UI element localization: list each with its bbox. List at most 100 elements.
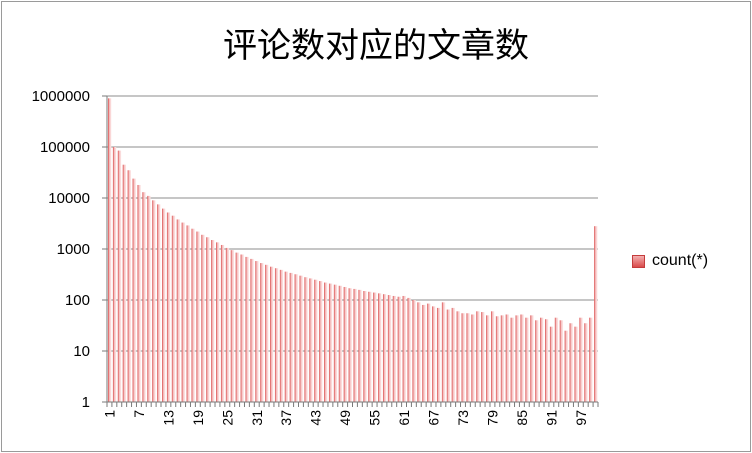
bar <box>245 256 249 402</box>
bar <box>122 164 127 402</box>
bar <box>505 314 510 402</box>
bars <box>108 98 598 403</box>
bar <box>417 302 421 402</box>
y-tick-label: 1 <box>82 394 90 411</box>
bar <box>358 289 362 402</box>
bar <box>353 288 357 402</box>
x-tick-label: 37 <box>278 410 294 426</box>
bar <box>525 317 529 402</box>
bar <box>201 234 205 402</box>
x-tick-label: 13 <box>160 410 176 426</box>
bar <box>569 323 573 402</box>
bar <box>520 314 524 402</box>
bar <box>436 307 441 402</box>
bar <box>176 219 181 402</box>
bar <box>265 264 269 402</box>
bar <box>402 295 406 402</box>
bar <box>456 311 460 402</box>
bar <box>407 297 411 402</box>
bar <box>368 291 372 402</box>
bar <box>338 285 343 402</box>
bar <box>235 252 239 402</box>
bar <box>392 295 397 402</box>
x-tick-label: 31 <box>249 410 265 426</box>
x-tick-label: 91 <box>543 410 559 426</box>
x-tick-label: 43 <box>308 410 324 426</box>
bar <box>304 277 308 402</box>
bar <box>324 282 328 402</box>
bar <box>476 311 480 402</box>
x-tick-label: 55 <box>367 410 383 426</box>
axes <box>102 95 599 407</box>
bar <box>240 254 244 402</box>
bar <box>432 306 436 402</box>
gridlines <box>107 95 598 352</box>
legend-swatch <box>632 254 645 268</box>
bar <box>382 294 387 402</box>
x-tick-label: 67 <box>426 410 442 426</box>
y-tick-label: 10000 <box>48 190 90 207</box>
bar <box>260 263 264 402</box>
bar <box>112 147 117 402</box>
bar <box>289 272 293 402</box>
bar <box>250 258 254 402</box>
bar <box>373 292 377 402</box>
bar <box>309 278 313 402</box>
bar <box>495 316 500 402</box>
y-tick-label: 10 <box>73 343 90 360</box>
y-tick-label: 100000 <box>40 139 90 156</box>
x-tick-labels: 1 7 13 19 25 31 37 43 49 55 61 67 73 79 85 91 97 <box>101 410 588 426</box>
bar <box>535 320 539 402</box>
x-tick-label: 61 <box>396 410 412 426</box>
x-tick-label: 49 <box>337 410 353 426</box>
bar <box>559 320 564 402</box>
bar <box>137 184 141 402</box>
bar <box>157 204 161 402</box>
x-tick-label: 19 <box>190 410 206 426</box>
legend: count(*) <box>632 252 708 270</box>
bar <box>579 317 583 402</box>
bar <box>270 266 274 402</box>
x-tick-label: 25 <box>219 410 235 426</box>
bar <box>466 313 470 402</box>
bar <box>387 295 392 402</box>
bar <box>181 222 185 402</box>
bar <box>481 312 485 402</box>
bar <box>274 268 279 402</box>
bar <box>294 274 298 402</box>
bar <box>589 317 593 402</box>
bar <box>319 281 323 402</box>
bar <box>427 303 431 402</box>
bar <box>206 237 210 402</box>
bar <box>549 326 554 402</box>
bar <box>220 244 225 402</box>
bar <box>441 302 446 402</box>
bar <box>314 279 318 402</box>
bar <box>230 250 235 402</box>
bar <box>279 269 284 402</box>
bar <box>299 275 303 402</box>
bar <box>186 225 190 402</box>
bar <box>510 317 514 402</box>
legend-label: count(*) <box>652 252 709 269</box>
bar <box>446 309 451 402</box>
x-tick-label: 73 <box>455 410 471 426</box>
y-tick-labels: 1 10 100 1000 10000 100000 1000000 <box>32 88 90 411</box>
bar <box>117 150 122 402</box>
bar <box>191 228 195 402</box>
bar <box>196 231 200 402</box>
bar <box>451 307 456 402</box>
bar <box>225 247 230 402</box>
bar <box>594 226 598 402</box>
y-tick-label: 1000 <box>57 241 90 258</box>
bar <box>255 261 259 402</box>
bar <box>530 315 534 402</box>
x-tick-label: 7 <box>131 410 147 418</box>
bar <box>397 296 401 402</box>
bar <box>348 288 352 402</box>
bar <box>461 313 465 402</box>
bar <box>490 311 495 402</box>
bar <box>152 200 156 402</box>
bar <box>564 330 568 402</box>
